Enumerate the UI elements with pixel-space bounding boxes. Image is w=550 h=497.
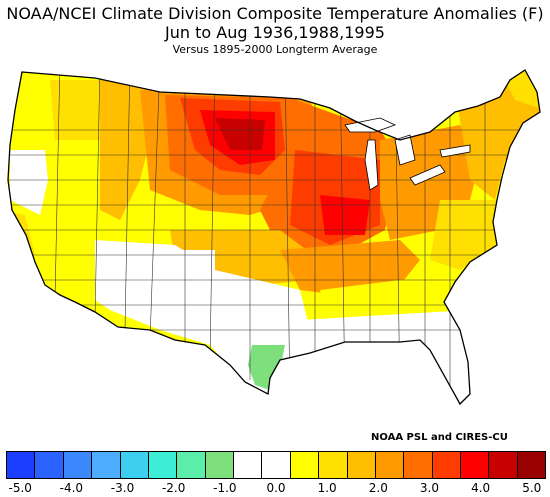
legend-tick-label: -3.0 bbox=[110, 481, 135, 495]
legend-swatch bbox=[205, 452, 234, 478]
region-illinois-core bbox=[320, 195, 370, 235]
legend-tick-label: 4.0 bbox=[471, 481, 491, 495]
color-legend bbox=[6, 451, 546, 479]
region-pacific-nw bbox=[50, 80, 100, 140]
region-southern-plains-north bbox=[170, 230, 320, 285]
legend-tick-label: -1.0 bbox=[213, 481, 237, 495]
us-temperature-anomaly-map bbox=[7, 69, 541, 406]
legend-swatch bbox=[319, 452, 348, 478]
legend-swatch bbox=[177, 452, 206, 478]
legend-tick-label: 2.0 bbox=[368, 481, 388, 495]
region-gulf-coast bbox=[300, 310, 480, 404]
region-mid-atlantic bbox=[430, 200, 500, 270]
legend-swatch bbox=[262, 452, 291, 478]
legend-swatch bbox=[461, 452, 490, 478]
lake-huron bbox=[394, 134, 416, 166]
map-period: Jun to Aug 1936,1988,1995 bbox=[165, 23, 385, 42]
legend-swatch bbox=[92, 452, 121, 478]
us-outline bbox=[7, 69, 541, 406]
map-title: NOAA/NCEI Climate Division Composite Tem… bbox=[6, 4, 544, 23]
region-south-texas bbox=[248, 345, 285, 390]
legend-tick-label: 0.0 bbox=[266, 481, 286, 495]
region-northeast bbox=[455, 80, 540, 200]
legend-tick-labels: -5.0 -4.0 -3.0 -2.0 -1.0 0.0 1.0 2.0 3.0 4.0 5.0 bbox=[6, 481, 546, 495]
legend-swatch bbox=[347, 452, 376, 478]
legend-swatch bbox=[489, 452, 518, 478]
data-credit: NOAA PSL and CIRES-CU bbox=[371, 432, 508, 443]
lake-superior bbox=[344, 117, 397, 133]
legend-swatch bbox=[517, 452, 546, 478]
great-lakes bbox=[344, 117, 471, 191]
map-subtitle: Versus 1895-2000 Longterm Average bbox=[172, 43, 378, 56]
legend-tick-label: -2.0 bbox=[161, 481, 186, 495]
legend-swatch bbox=[404, 452, 433, 478]
legend-swatch bbox=[375, 452, 405, 478]
anomaly-regions bbox=[8, 70, 540, 404]
legend-swatch bbox=[35, 452, 64, 478]
region-four-corners bbox=[150, 250, 215, 285]
lake-erie bbox=[409, 164, 446, 186]
legend-tick-label: 3.0 bbox=[419, 481, 440, 495]
legend-swatch bbox=[148, 452, 178, 478]
legend-swatch bbox=[432, 452, 461, 478]
region-nw-california bbox=[10, 150, 48, 215]
legend-tick-label: -4.0 bbox=[59, 481, 84, 495]
legend-tick-label: -5.0 bbox=[8, 481, 32, 495]
legend-swatch bbox=[7, 452, 36, 478]
legend-swatch bbox=[63, 452, 93, 478]
region-dakotas-peak bbox=[215, 118, 265, 150]
lake-michigan bbox=[364, 139, 379, 191]
legend-swatch bbox=[290, 452, 320, 478]
lake-ontario bbox=[439, 144, 471, 158]
legend-swatch bbox=[234, 452, 263, 478]
legend-swatch bbox=[120, 452, 149, 478]
legend-tick-label: 1.0 bbox=[317, 481, 337, 495]
legend-tick-label: 5.0 bbox=[522, 481, 542, 495]
